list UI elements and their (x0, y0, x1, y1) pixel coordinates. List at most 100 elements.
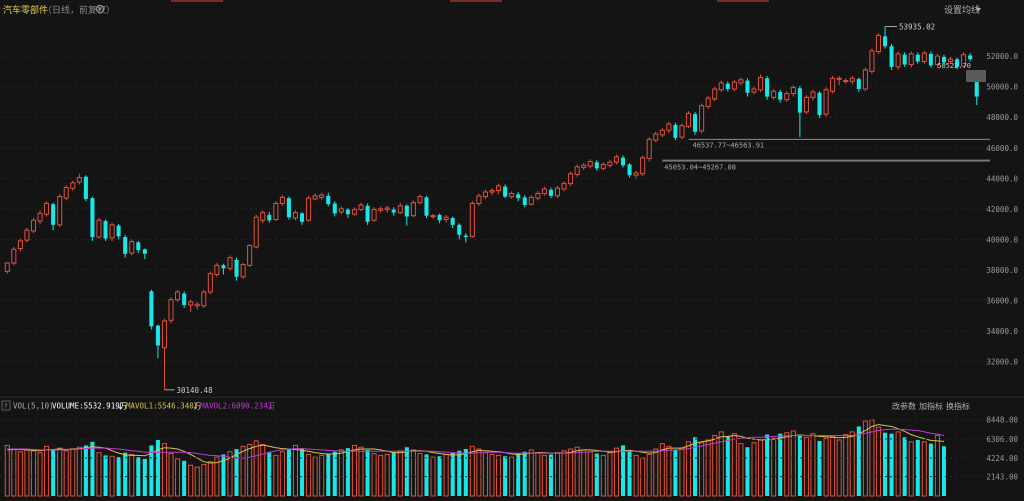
candlestick-series (4, 26, 979, 390)
candle-body (326, 195, 331, 205)
volume-bar (803, 436, 809, 497)
candle-body (784, 93, 790, 101)
candle-body (51, 204, 56, 225)
candle-body (155, 325, 160, 346)
candle-body (758, 77, 764, 91)
help-button[interactable] (1, 400, 11, 411)
volume-bar (319, 454, 325, 497)
candle-body (594, 162, 599, 169)
volume-bar (790, 430, 796, 497)
last-price-label: 50522.70 (937, 62, 971, 70)
volume-bar (548, 454, 553, 496)
top-edge-marker (717, 0, 769, 2)
volume-bar (4, 444, 10, 497)
price-tick-label: 52000.0 (986, 52, 1018, 61)
volume-bar (607, 452, 613, 497)
volume-bar (561, 450, 567, 497)
candle-body (129, 241, 135, 254)
price-tick-label: 44000.0 (986, 174, 1018, 183)
volume-bar (496, 454, 502, 497)
help-button-label: ? (4, 403, 8, 411)
settings-ma-button[interactable]: 设置均线 (944, 4, 980, 16)
candle-body (240, 264, 246, 278)
candle-body (201, 291, 207, 307)
volume-bar (450, 452, 455, 496)
volume-bar (673, 449, 678, 496)
price-tick-label: 46000.0 (986, 144, 1018, 153)
volume-bar (90, 441, 95, 496)
volume-bar (123, 452, 128, 496)
volume-bar (63, 450, 69, 497)
candle-body (581, 164, 587, 169)
candle-body (817, 92, 822, 115)
volume-bar (895, 431, 901, 497)
candle-body (221, 265, 226, 269)
candle-body (103, 221, 108, 239)
price-tick-label: 32000.0 (986, 357, 1018, 366)
volume-bar (155, 440, 160, 496)
candle-body (319, 194, 325, 198)
add-indicator-button[interactable]: 加指标 (919, 401, 943, 411)
candle-body (503, 186, 508, 197)
volume-bar (679, 447, 685, 497)
mavol1-value: MAVOL1:5546.340万 (126, 402, 202, 411)
change-params-button[interactable]: 改参数 (892, 401, 916, 411)
volume-bar (758, 439, 764, 497)
chart-mode: （日线，前复权） (43, 4, 115, 16)
volume-indicator-label[interactable]: VOL(5,10) (13, 402, 54, 411)
candle-body (522, 197, 527, 205)
volume-bar (856, 426, 861, 496)
candle-body (836, 77, 842, 80)
candle-body (188, 301, 194, 306)
switch-indicator-button[interactable]: 换指标 (946, 401, 970, 411)
candle-body (745, 80, 750, 93)
candle-body (947, 58, 954, 63)
volume-bar (175, 458, 181, 497)
volume-bar (136, 457, 141, 496)
candle-body (391, 209, 396, 213)
volume-bar (168, 453, 174, 497)
volume-bar (469, 445, 475, 497)
candle-body (345, 209, 350, 215)
candle-body (430, 215, 436, 218)
volume-bar (817, 440, 822, 496)
candle-body (666, 123, 672, 131)
candle-body (292, 212, 299, 219)
candle-body (574, 166, 580, 175)
volume-bar (437, 456, 442, 496)
volume-bar (207, 461, 213, 497)
volume-bar (149, 445, 154, 496)
volume-bar (699, 442, 705, 497)
candle-body (253, 216, 259, 248)
candle-body (921, 52, 927, 63)
volume-bar (463, 449, 468, 496)
volume-bar (620, 445, 626, 496)
candle-body (358, 204, 364, 211)
volume-bar (404, 447, 409, 496)
candle-body (365, 205, 370, 222)
candle-body (260, 212, 266, 221)
caret-down-icon[interactable] (976, 8, 981, 12)
arrow-down-icon: ↓ (117, 402, 124, 411)
gear-icon[interactable] (95, 4, 105, 14)
candle-body (843, 80, 849, 83)
candle-body (771, 90, 777, 98)
candle-body (685, 112, 692, 127)
volume-tick-label: 8448.00 (986, 416, 1018, 425)
volume-bar (653, 448, 659, 497)
candle-body (699, 105, 705, 132)
volume-bar (771, 437, 777, 497)
volume-bar (221, 454, 226, 496)
volume-bar (260, 444, 266, 497)
volume-bar (24, 449, 30, 497)
volume-bar (908, 441, 914, 497)
volume-bar (784, 432, 790, 497)
candle-body (725, 83, 730, 89)
price-tick-label: 34000.0 (986, 327, 1018, 336)
volume-bar (646, 453, 652, 497)
volume-bar (528, 449, 534, 497)
top-edge-marker (171, 0, 223, 2)
candle-body (57, 196, 63, 226)
volume-bar (417, 453, 423, 497)
